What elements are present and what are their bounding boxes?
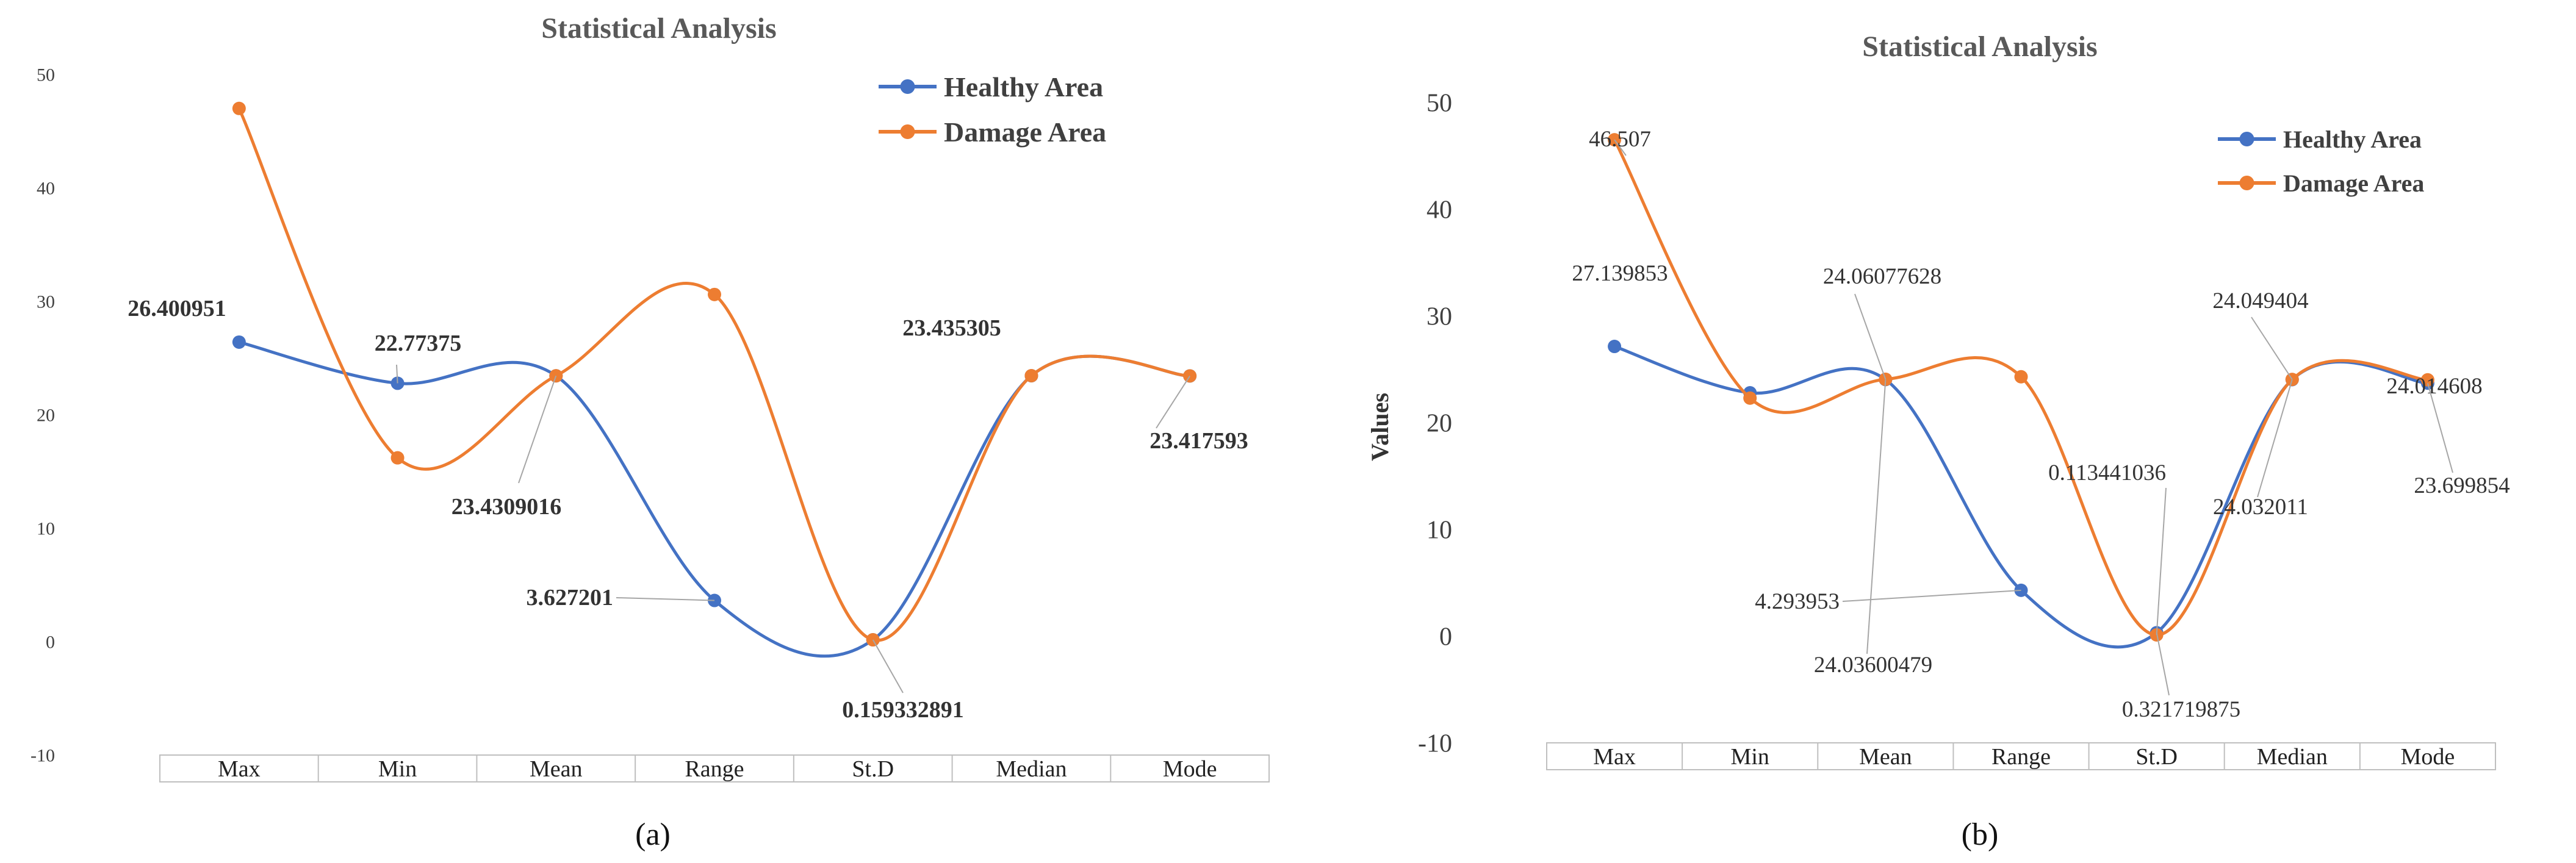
data-label-leader <box>2257 379 2293 498</box>
data-label: 24.03600479 <box>1814 653 1932 678</box>
data-point-damage-5 <box>1024 369 1038 383</box>
x-tick-label: Min <box>378 756 417 782</box>
x-tick-label: Range <box>685 756 744 782</box>
data-point-damage-3 <box>708 287 721 301</box>
y-tick-label: 30 <box>1427 303 1452 331</box>
legend-marker <box>900 124 915 139</box>
x-tick-label: Mean <box>1859 744 1912 770</box>
data-point-damage-0 <box>232 101 246 115</box>
data-label-leader <box>2251 317 2293 380</box>
chart-title: Statistical Analysis <box>1862 30 2097 63</box>
data-label-leader <box>1866 379 1887 654</box>
data-point-healthy-0 <box>1608 340 1622 354</box>
data-point-damage-6 <box>2420 373 2434 387</box>
y-tick-label: 20 <box>37 406 55 426</box>
x-tick-label: Mean <box>530 756 583 782</box>
data-label: 3.627201 <box>527 585 614 611</box>
data-label: 23.4309016 <box>452 494 562 520</box>
data-point-healthy-0 <box>232 335 246 349</box>
y-tick-label: 40 <box>37 179 55 199</box>
data-label: 24.014608 <box>2386 374 2482 399</box>
legend-marker <box>2239 176 2254 190</box>
y-tick-label: -10 <box>1418 730 1452 758</box>
data-label: 46.507 <box>1589 127 1651 152</box>
x-category-table <box>159 754 1270 782</box>
legend-item: Damage Area <box>944 116 1106 148</box>
legend-item: Healthy Area <box>944 71 1103 102</box>
data-label-leader <box>1614 139 1627 156</box>
x-tick-label: Mode <box>2401 744 2455 770</box>
data-label: 4.293953 <box>1755 589 1840 614</box>
data-label: 22.77375 <box>375 331 462 356</box>
data-label-leader <box>1156 375 1190 429</box>
y-axis-label: Values <box>1366 393 1394 461</box>
data-point-damage-3 <box>2014 370 2028 384</box>
data-label: 0.113441036 <box>2048 460 2166 485</box>
x-category-table <box>1546 742 2496 770</box>
x-tick-label: Median <box>996 756 1067 782</box>
data-label: 24.032011 <box>2213 495 2308 520</box>
data-label: 23.435305 <box>902 315 1001 341</box>
data-label: 23.699854 <box>2414 473 2509 498</box>
x-tick-label: St.D <box>852 756 894 782</box>
data-label-leader <box>2156 487 2167 636</box>
legend-marker <box>900 79 915 94</box>
legend-marker <box>2239 132 2254 146</box>
y-tick-label: 30 <box>37 292 55 312</box>
data-label-leader <box>396 364 398 384</box>
legend-item: Damage Area <box>2283 170 2424 197</box>
y-tick-label: 50 <box>37 65 55 85</box>
data-label-leader <box>616 597 715 601</box>
data-label: 24.06077628 <box>1823 264 1941 289</box>
panel-label: (a) <box>635 817 671 852</box>
x-tick-label: Max <box>1593 744 1636 770</box>
chart-title: Statistical Analysis <box>541 12 776 45</box>
x-tick-label: Range <box>1991 744 2051 770</box>
chart-panel-b: Statistical Analysis 50 40 30 20 10 0 -10 Values… <box>1366 30 2510 852</box>
y-tick-label: 20 <box>1427 410 1452 438</box>
x-tick-label: Mode <box>1163 756 1217 782</box>
legend-item: Healthy Area <box>2283 126 2422 153</box>
panel-label: (b) <box>1962 817 1999 852</box>
data-label: 0.159332891 <box>842 697 964 723</box>
x-tick-label: Min <box>1731 744 1769 770</box>
data-label-leader <box>518 375 557 484</box>
data-label: 23.417593 <box>1149 428 1248 454</box>
data-label-leader <box>2156 632 2170 696</box>
x-tick-label: Median <box>2257 744 2328 770</box>
data-label-leader <box>2427 382 2453 473</box>
data-label-leader <box>872 639 904 693</box>
data-label-leader <box>1842 589 2021 602</box>
data-label: 26.400951 <box>128 296 226 321</box>
x-tick-label: Max <box>218 756 261 782</box>
data-label: 24.049404 <box>2212 288 2308 313</box>
y-tick-label: 10 <box>37 519 55 539</box>
data-label: 0.321719875 <box>2122 697 2240 722</box>
y-tick-label: 0 <box>46 632 55 653</box>
data-label-leader <box>1854 293 1887 380</box>
data-point-damage-1 <box>390 451 405 465</box>
series-line-healthy-area <box>239 340 1190 658</box>
y-tick-label: 50 <box>1427 90 1452 118</box>
chart-panel-a: Statistical Analysis 50 40 30 20 10 0 -10 Max Min… <box>31 12 1270 852</box>
y-tick-label: -10 <box>31 746 55 766</box>
y-tick-label: 10 <box>1427 517 1452 545</box>
series-line-damage-area <box>1613 138 2428 637</box>
data-point-damage-1 <box>1743 391 1757 405</box>
data-label: 27.139853 <box>1572 261 1668 286</box>
series-line-damage-area <box>237 107 1190 642</box>
y-tick-label: 40 <box>1427 196 1452 224</box>
y-tick-label: 0 <box>1439 623 1452 651</box>
data-point-damage-6 <box>1183 369 1197 383</box>
x-tick-label: St.D <box>2135 744 2178 770</box>
